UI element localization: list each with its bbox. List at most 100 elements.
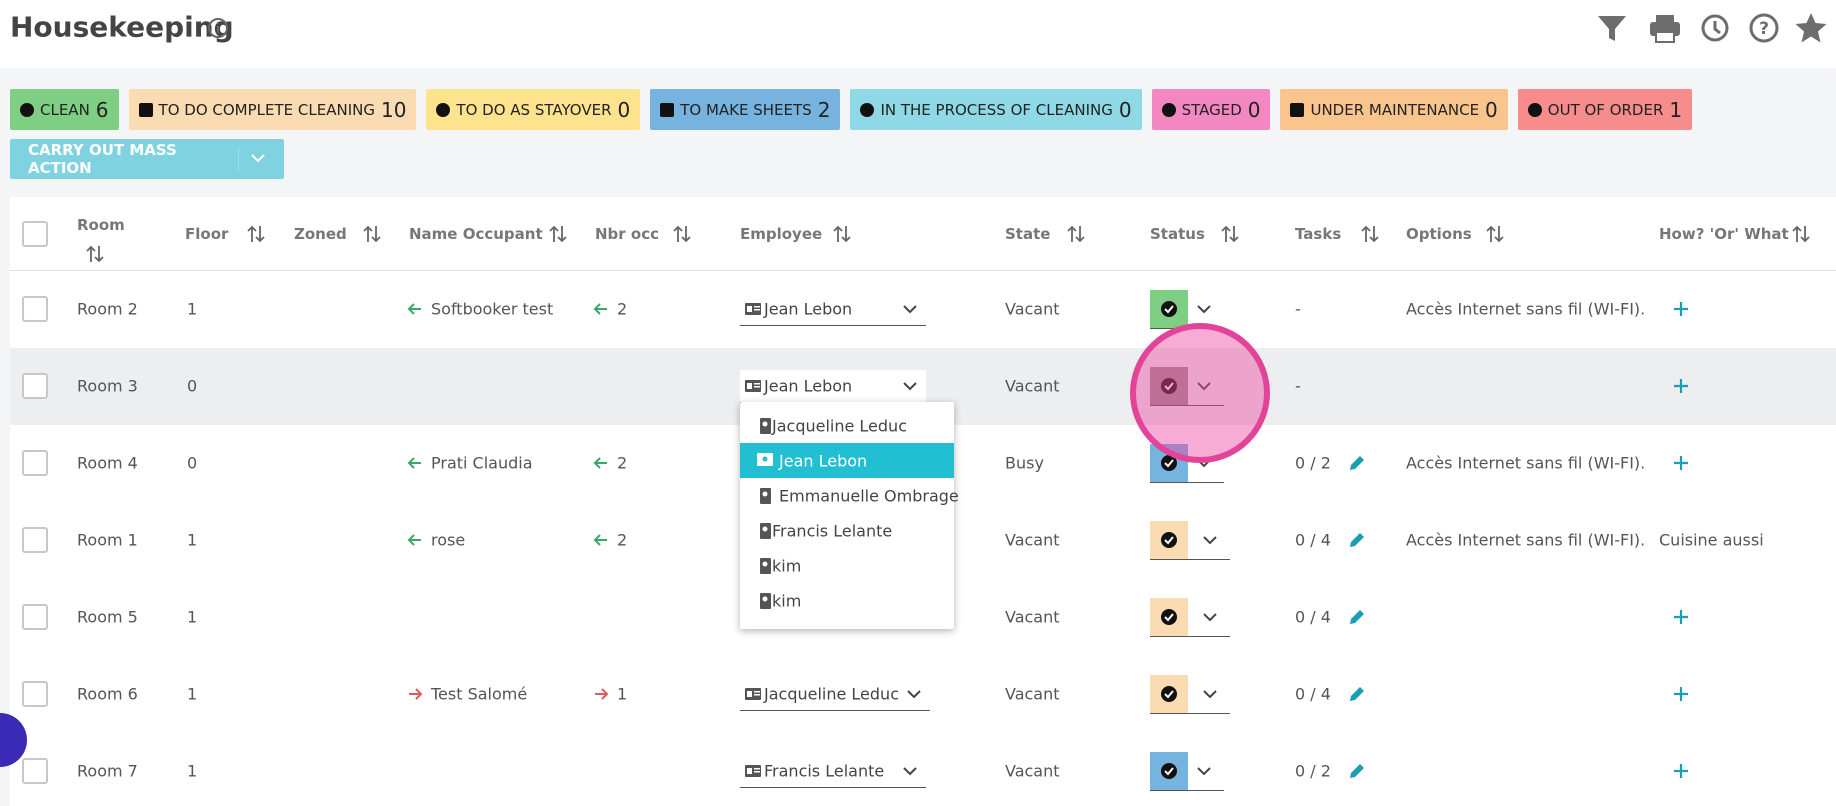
chevron[interactable] xyxy=(1202,686,1218,702)
dropdown-option[interactable]: Emmanuelle Ombrage xyxy=(740,478,959,513)
add-icon[interactable] xyxy=(1671,376,1691,396)
status-chip[interactable]: TO DO AS STAYOVER 0 xyxy=(426,89,641,130)
options: Accès Internet sans fil (WI-FI). xyxy=(1406,453,1646,473)
checkbox[interactable] xyxy=(22,450,48,476)
dropdown-option[interactable]: Jacqueline Leduc xyxy=(740,408,954,443)
sort-icon[interactable] xyxy=(85,244,105,264)
status-select[interactable] xyxy=(1150,444,1224,483)
mass-action-button[interactable]: CARRY OUT MASS ACTION xyxy=(10,139,284,179)
status-chip[interactable]: OUT OF ORDER 1 xyxy=(1517,89,1693,130)
occupant-name: Prati Claudia xyxy=(431,453,533,473)
occupant-count: 2 xyxy=(617,299,628,319)
checkbox[interactable] xyxy=(22,221,48,247)
column-header: Name Occupant xyxy=(409,225,543,243)
sort-icon[interactable] xyxy=(1066,224,1086,244)
tasks: - xyxy=(1295,299,1301,319)
status-badge xyxy=(1150,675,1188,713)
checkbox[interactable] xyxy=(22,296,48,322)
status-select[interactable] xyxy=(1150,675,1230,714)
add-icon[interactable] xyxy=(1671,299,1691,319)
chevron[interactable] xyxy=(902,301,918,317)
chevron[interactable] xyxy=(1202,609,1218,625)
person-icon xyxy=(744,301,762,317)
status-chip[interactable]: STAGED 0 xyxy=(1151,89,1271,130)
status-chip[interactable]: TO DO COMPLETE CLEANING 10 xyxy=(128,89,417,130)
sort-icon[interactable] xyxy=(548,224,568,244)
info-icon[interactable] xyxy=(207,17,229,39)
sort-icon[interactable] xyxy=(832,224,852,244)
column-header: Options xyxy=(1406,225,1472,243)
add-icon[interactable] xyxy=(1671,453,1691,473)
status-select[interactable] xyxy=(1150,367,1224,406)
chevron[interactable] xyxy=(902,378,918,394)
edit-icon[interactable] xyxy=(1347,453,1367,473)
dropdown-option[interactable]: Francis Lelante xyxy=(740,513,954,548)
occupant-count: 1 xyxy=(617,684,628,704)
chevron[interactable] xyxy=(902,763,918,779)
chip-icon xyxy=(860,102,875,117)
status-badge xyxy=(1150,752,1188,790)
sort-icon[interactable] xyxy=(1485,224,1505,244)
add-icon[interactable] xyxy=(1671,607,1691,627)
chevron[interactable] xyxy=(1196,763,1212,779)
dropdown-option[interactable]: kim xyxy=(740,583,954,618)
toolbar-icons[interactable]: ? xyxy=(1590,10,1830,46)
sort-icon[interactable] xyxy=(1791,224,1811,244)
checkbox[interactable] xyxy=(22,527,48,553)
room: Room 4 xyxy=(77,453,138,473)
edit-icon[interactable] xyxy=(1347,761,1367,781)
chevron[interactable] xyxy=(1196,378,1212,394)
edit-icon[interactable] xyxy=(1347,530,1367,550)
chip-icon xyxy=(436,102,451,117)
assistant-bubble[interactable] xyxy=(0,712,28,768)
checkbox[interactable] xyxy=(22,681,48,707)
option-label: Jean Lebon xyxy=(779,451,868,471)
employee-select[interactable] xyxy=(740,678,930,711)
state: Vacant xyxy=(1005,607,1060,627)
employee-select[interactable] xyxy=(740,755,926,788)
dropdown-option[interactable]: kim xyxy=(740,548,954,583)
column-header: Tasks xyxy=(1295,225,1342,243)
dropdown-option[interactable]: Jean Lebon xyxy=(740,443,954,478)
chevron[interactable] xyxy=(1202,532,1218,548)
column-header: How? 'Or' What xyxy=(1659,225,1789,243)
status-chip[interactable]: TO MAKE SHEETS 2 xyxy=(650,89,841,130)
add-icon[interactable] xyxy=(1671,761,1691,781)
status-select[interactable] xyxy=(1150,598,1230,637)
status-chip[interactable]: UNDER MAINTENANCE 0 xyxy=(1280,89,1508,130)
chip-label: IN THE PROCESS OF CLEANING xyxy=(880,100,1113,119)
edit-icon[interactable] xyxy=(1347,607,1367,627)
sort-icon[interactable] xyxy=(1220,224,1240,244)
sort-icon[interactable] xyxy=(672,224,692,244)
chip-icon xyxy=(138,102,153,117)
state: Vacant xyxy=(1005,684,1060,704)
floor: 1 xyxy=(187,530,198,550)
add-icon[interactable] xyxy=(1671,684,1691,704)
employee-name: Jacqueline Leduc xyxy=(764,684,899,704)
tasks: - xyxy=(1295,376,1301,396)
status-select[interactable] xyxy=(1150,521,1230,560)
column-header: Room xyxy=(77,216,125,234)
employee-select[interactable] xyxy=(740,293,926,326)
checkbox[interactable] xyxy=(22,758,48,784)
arrow-icon xyxy=(407,686,423,702)
sort-icon[interactable] xyxy=(362,224,382,244)
sort-icon[interactable] xyxy=(246,224,266,244)
employee-select[interactable] xyxy=(740,370,926,403)
checkbox[interactable] xyxy=(22,373,48,399)
how-what: Cuisine aussi xyxy=(1659,530,1764,550)
checkbox[interactable] xyxy=(22,604,48,630)
status-select[interactable] xyxy=(1150,752,1224,791)
chip-label: UNDER MAINTENANCE xyxy=(1310,100,1480,119)
chevron[interactable] xyxy=(1196,301,1212,317)
chip-label: CLEAN xyxy=(40,100,90,119)
sort-icon[interactable] xyxy=(1360,224,1380,244)
chip-icon xyxy=(1290,102,1305,117)
floor: 1 xyxy=(187,684,198,704)
edit-icon[interactable] xyxy=(1347,684,1367,704)
chevron[interactable] xyxy=(906,686,922,702)
status-chip[interactable]: IN THE PROCESS OF CLEANING 0 xyxy=(850,89,1142,130)
highlight-circle xyxy=(1125,318,1275,468)
status-chip[interactable]: CLEAN 6 xyxy=(10,89,119,130)
chip-icon xyxy=(20,102,34,117)
